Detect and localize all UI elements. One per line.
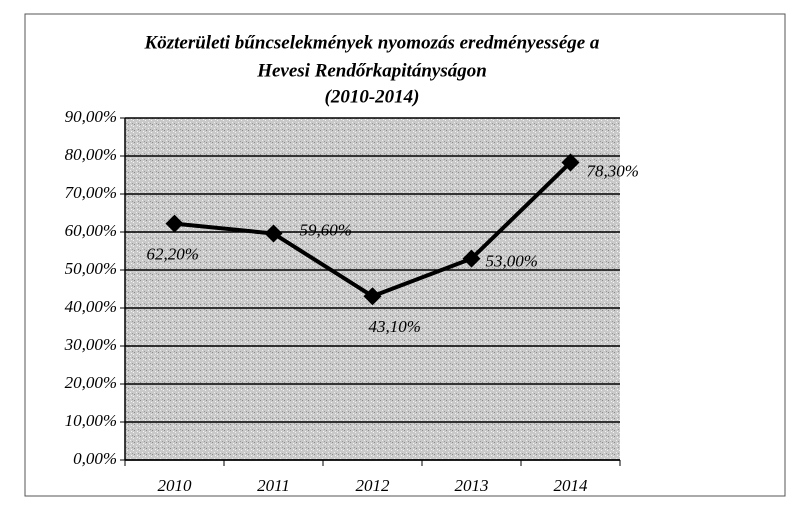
y-tick-label: 40,00% [65, 297, 117, 316]
data-point [462, 249, 481, 268]
x-tick-label: 2014 [554, 476, 589, 495]
y-tick-label: 50,00% [65, 259, 117, 278]
y-tick-label: 30,00% [64, 335, 117, 354]
data-point [165, 214, 184, 233]
y-tick-label: 80,00% [65, 145, 117, 164]
y-tick-label: 70,00% [65, 183, 117, 202]
data-label: 78,30% [587, 161, 639, 180]
data-point [363, 287, 382, 306]
x-tick-label: 2011 [257, 476, 290, 495]
x-tick-label: 2010 [158, 476, 193, 495]
data-label: 43,10% [369, 317, 421, 336]
data-label: 53,00% [486, 252, 538, 271]
data-point [264, 224, 283, 243]
y-tick-label: 0,00% [73, 449, 117, 468]
x-tick-label: 2013 [455, 476, 489, 495]
data-label: 62,20% [147, 245, 199, 264]
data-point [561, 153, 580, 172]
data-label: 59,60% [300, 220, 352, 239]
chart-title: Közterületi bűncselekmények nyomozás ere… [144, 32, 600, 53]
chart-title: (2010-2014) [325, 86, 420, 107]
y-tick-label: 10,00% [65, 411, 117, 430]
x-tick-label: 2012 [356, 476, 391, 495]
y-tick-label: 90,00% [65, 107, 117, 126]
y-tick-label: 20,00% [65, 373, 117, 392]
chart-title: Hevesi Rendőrkapitányságon [256, 60, 487, 81]
y-tick-label: 60,00% [65, 221, 117, 240]
